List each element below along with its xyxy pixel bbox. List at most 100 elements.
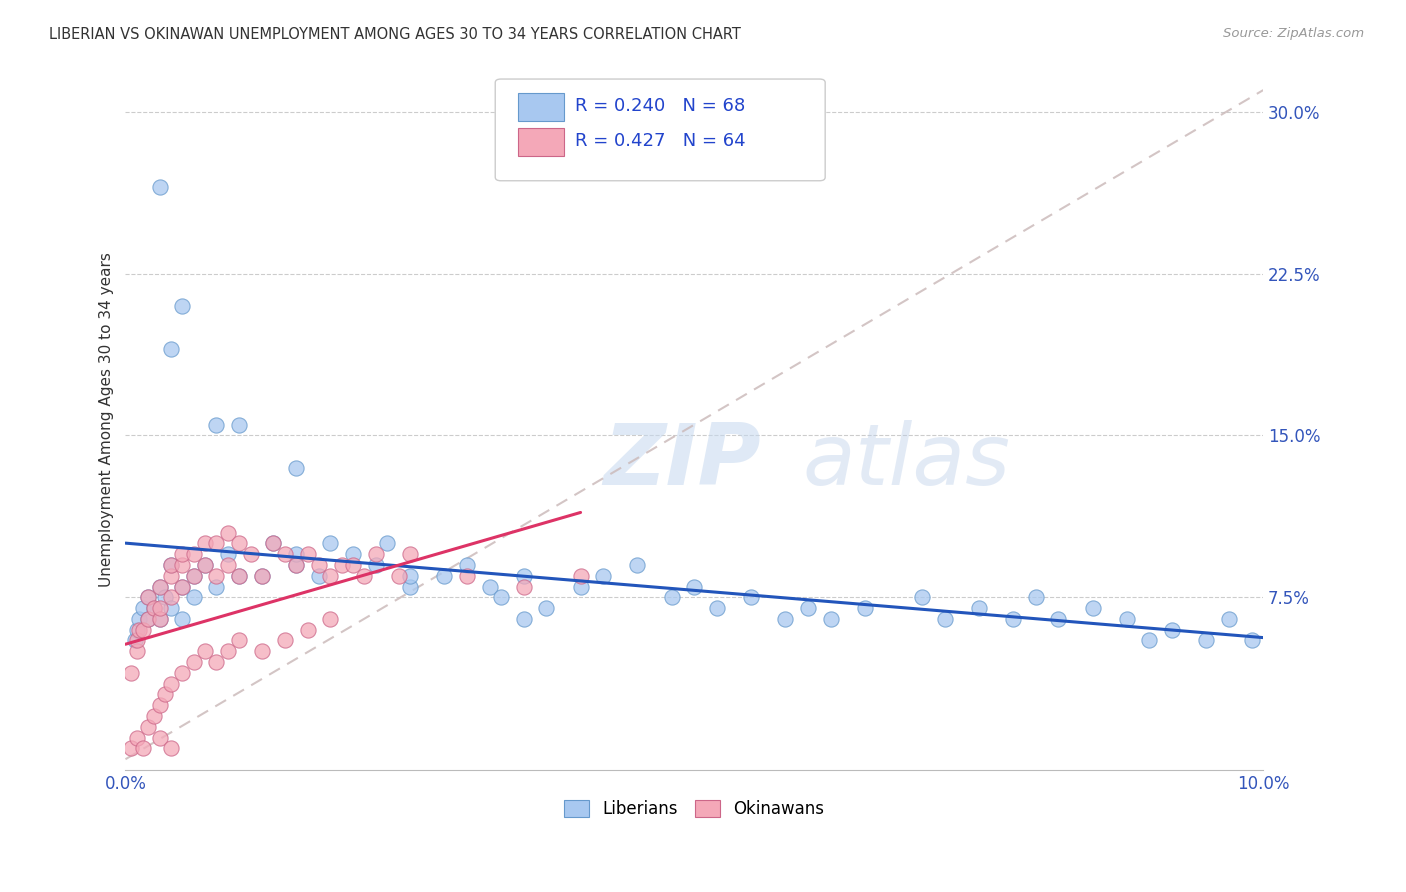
- Point: [160, 558, 183, 572]
- Point: [120, 741, 142, 756]
- Point: [172, 558, 194, 572]
- Text: LIBERIAN VS OKINAWAN UNEMPLOYMENT AMONG AGES 30 TO 34 YEARS CORRELATION CHART: LIBERIAN VS OKINAWAN UNEMPLOYMENT AMONG …: [49, 27, 741, 42]
- Point: [160, 591, 183, 605]
- Point: [149, 731, 172, 745]
- Point: [250, 568, 273, 582]
- Point: [160, 342, 183, 356]
- Point: [934, 612, 956, 626]
- Point: [250, 644, 273, 658]
- Point: [120, 665, 142, 680]
- Point: [131, 623, 153, 637]
- Point: [160, 601, 183, 615]
- Text: ZIP: ZIP: [603, 420, 761, 503]
- Point: [308, 568, 330, 582]
- Point: [131, 741, 153, 756]
- Point: [217, 558, 239, 572]
- Point: [205, 568, 228, 582]
- Point: [172, 547, 194, 561]
- Point: [205, 655, 228, 669]
- Point: [626, 558, 648, 572]
- Point: [172, 665, 194, 680]
- Point: [489, 591, 512, 605]
- Point: [342, 558, 364, 572]
- Text: Source: ZipAtlas.com: Source: ZipAtlas.com: [1223, 27, 1364, 40]
- Point: [797, 601, 820, 615]
- Point: [319, 568, 342, 582]
- Point: [205, 536, 228, 550]
- Point: [1047, 612, 1070, 626]
- Point: [375, 536, 398, 550]
- Point: [160, 558, 183, 572]
- Point: [149, 612, 172, 626]
- Legend: Liberians, Okinawans: Liberians, Okinawans: [558, 793, 831, 825]
- Text: R = 0.427   N = 64: R = 0.427 N = 64: [575, 133, 745, 151]
- Point: [142, 709, 165, 723]
- Point: [456, 558, 478, 572]
- Point: [183, 547, 205, 561]
- Point: [172, 612, 194, 626]
- Point: [262, 536, 284, 550]
- Point: [183, 655, 205, 669]
- Y-axis label: Unemployment Among Ages 30 to 34 years: Unemployment Among Ages 30 to 34 years: [100, 252, 114, 587]
- Point: [160, 568, 183, 582]
- Point: [228, 417, 250, 432]
- Point: [217, 525, 239, 540]
- Point: [142, 601, 165, 615]
- Point: [128, 612, 150, 626]
- Point: [194, 644, 217, 658]
- Point: [205, 580, 228, 594]
- Point: [217, 644, 239, 658]
- Point: [125, 623, 148, 637]
- Point: [250, 568, 273, 582]
- Point: [128, 623, 150, 637]
- Point: [512, 612, 534, 626]
- Point: [285, 547, 308, 561]
- Point: [1240, 633, 1263, 648]
- Point: [160, 676, 183, 690]
- Point: [456, 568, 478, 582]
- Point: [512, 580, 534, 594]
- Point: [285, 460, 308, 475]
- Point: [1081, 601, 1104, 615]
- Point: [297, 623, 319, 637]
- Point: [228, 568, 250, 582]
- Point: [136, 591, 159, 605]
- Point: [285, 558, 308, 572]
- Point: [1218, 612, 1240, 626]
- Point: [239, 547, 262, 561]
- Point: [911, 591, 934, 605]
- Point: [853, 601, 876, 615]
- Point: [136, 720, 159, 734]
- Point: [1195, 633, 1218, 648]
- Point: [160, 741, 183, 756]
- Point: [125, 644, 148, 658]
- Point: [149, 580, 172, 594]
- Point: [172, 299, 194, 313]
- Point: [125, 731, 148, 745]
- Point: [149, 180, 172, 194]
- Point: [661, 591, 683, 605]
- Point: [125, 633, 148, 648]
- Point: [319, 612, 342, 626]
- Point: [149, 580, 172, 594]
- Point: [569, 580, 592, 594]
- Point: [142, 601, 165, 615]
- Point: [274, 633, 297, 648]
- Point: [149, 601, 172, 615]
- Point: [183, 591, 205, 605]
- Point: [364, 547, 387, 561]
- Point: [228, 633, 250, 648]
- Point: [131, 601, 153, 615]
- Point: [353, 568, 375, 582]
- Point: [1161, 623, 1184, 637]
- Point: [433, 568, 456, 582]
- Point: [364, 558, 387, 572]
- Point: [228, 536, 250, 550]
- Point: [228, 568, 250, 582]
- Point: [172, 580, 194, 594]
- Point: [155, 591, 177, 605]
- Point: [399, 580, 422, 594]
- Text: R = 0.240   N = 68: R = 0.240 N = 68: [575, 97, 745, 115]
- Point: [149, 612, 172, 626]
- Point: [194, 558, 217, 572]
